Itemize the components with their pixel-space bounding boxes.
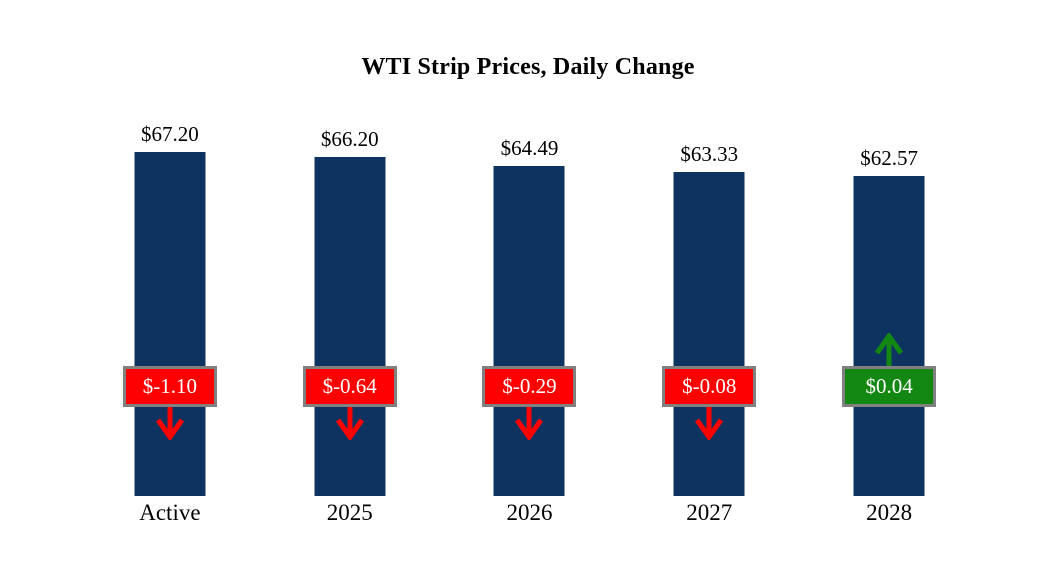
price-bar — [314, 157, 386, 496]
category-label: Active — [139, 500, 201, 525]
category-label: 2028 — [866, 500, 913, 525]
up-arrow-icon — [875, 333, 904, 367]
down-arrow-icon — [335, 406, 364, 440]
price-label: $67.20 — [141, 122, 199, 146]
bar-group-active: $67.20 $-1.10 Active — [80, 0, 260, 576]
bar-group-2028: $62.57 $0.04 2028 — [799, 0, 979, 576]
bar-group-2027: $63.33 $-0.08 2027 — [619, 0, 799, 576]
category-label: 2027 — [686, 500, 733, 525]
category-label: 2026 — [506, 500, 553, 525]
price-label: $66.20 — [320, 127, 379, 151]
price-bar — [134, 152, 206, 496]
change-badge: $-0.08 — [662, 366, 757, 407]
price-label: $63.33 — [680, 142, 739, 166]
price-label: $64.49 — [500, 136, 559, 160]
category-label: 2025 — [326, 500, 373, 525]
price-label: $62.57 — [860, 146, 918, 170]
bar-group-2026: $64.49 $-0.29 2026 — [440, 0, 620, 576]
change-badge: $-0.29 — [482, 366, 577, 407]
change-badge: $-0.64 — [302, 366, 397, 407]
down-arrow-icon — [155, 406, 184, 440]
price-bar — [493, 166, 565, 496]
change-badge: $-1.10 — [122, 366, 217, 407]
down-arrow-icon — [515, 406, 544, 440]
chart-title: WTI Strip Prices, Daily Change — [361, 54, 695, 80]
wti-strip-chart: $67.20 $-1.10 Active $66.20 $-0.64 2025 … — [80, 0, 979, 576]
down-arrow-icon — [695, 406, 724, 440]
bar-group-2025: $66.20 $-0.64 2025 — [260, 0, 440, 576]
change-badge: $0.04 — [842, 366, 937, 407]
price-bar — [673, 172, 745, 496]
